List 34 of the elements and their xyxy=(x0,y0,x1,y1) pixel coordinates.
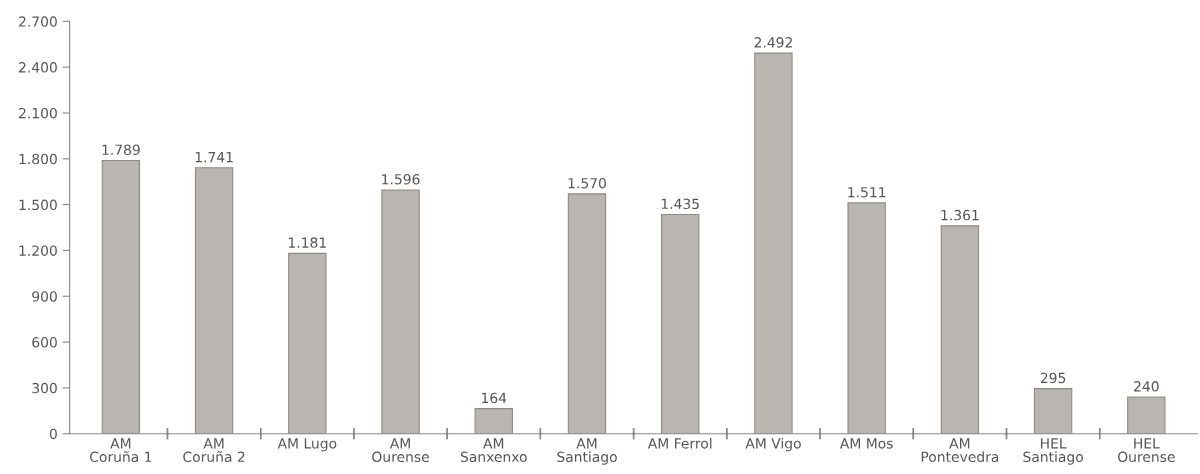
x-tick-label: AM Lugo xyxy=(277,438,337,452)
y-tick-label: 300 xyxy=(32,382,57,394)
data-label: 1.596 xyxy=(382,173,420,185)
x-tick-label: HEL Ourense xyxy=(1117,438,1175,463)
data-label: 1.570 xyxy=(568,177,606,189)
data-label: 1.741 xyxy=(195,152,233,163)
x-tick-label: AM Ferrol xyxy=(647,437,712,449)
x-tick-label: AM Coruña 2 xyxy=(183,438,245,463)
y-tick-label: 900 xyxy=(32,291,57,302)
y-tick-label: 2.400 xyxy=(19,62,57,73)
data-label: 295 xyxy=(1040,372,1066,384)
y-tick-label: 1.200 xyxy=(19,245,57,256)
data-label: 1.435 xyxy=(661,198,699,210)
x-tick-label: AM Santiago xyxy=(557,438,617,465)
x-tick-label: AM Coruña 1 xyxy=(90,438,152,463)
data-label: 1.511 xyxy=(848,187,886,198)
x-tick-label: AM Pontevedra xyxy=(921,438,999,463)
data-label: 1.181 xyxy=(288,237,326,248)
y-tick-label: 2.700 xyxy=(19,16,57,27)
y-tick-label: 1.800 xyxy=(19,153,57,165)
data-label: 240 xyxy=(1134,381,1159,392)
x-tick-label: AM Ourense xyxy=(372,438,429,463)
y-tick-label: 0 xyxy=(49,428,57,440)
data-label: 2.492 xyxy=(754,37,792,48)
x-tick-label: AM Mos xyxy=(839,438,893,449)
data-label: 1.361 xyxy=(941,209,979,221)
x-tick-label: AM Sanxenxo xyxy=(460,438,527,463)
data-label: 164 xyxy=(482,392,507,404)
data-label: 1.789 xyxy=(102,144,140,155)
y-tick-label: 2.100 xyxy=(19,107,57,119)
y-tick-label: 1.500 xyxy=(19,199,57,211)
x-tick-label: AM Vigo xyxy=(745,437,801,452)
x-tick-label: HEL Santiago xyxy=(1023,438,1083,465)
y-tick-label: 600 xyxy=(32,337,57,348)
